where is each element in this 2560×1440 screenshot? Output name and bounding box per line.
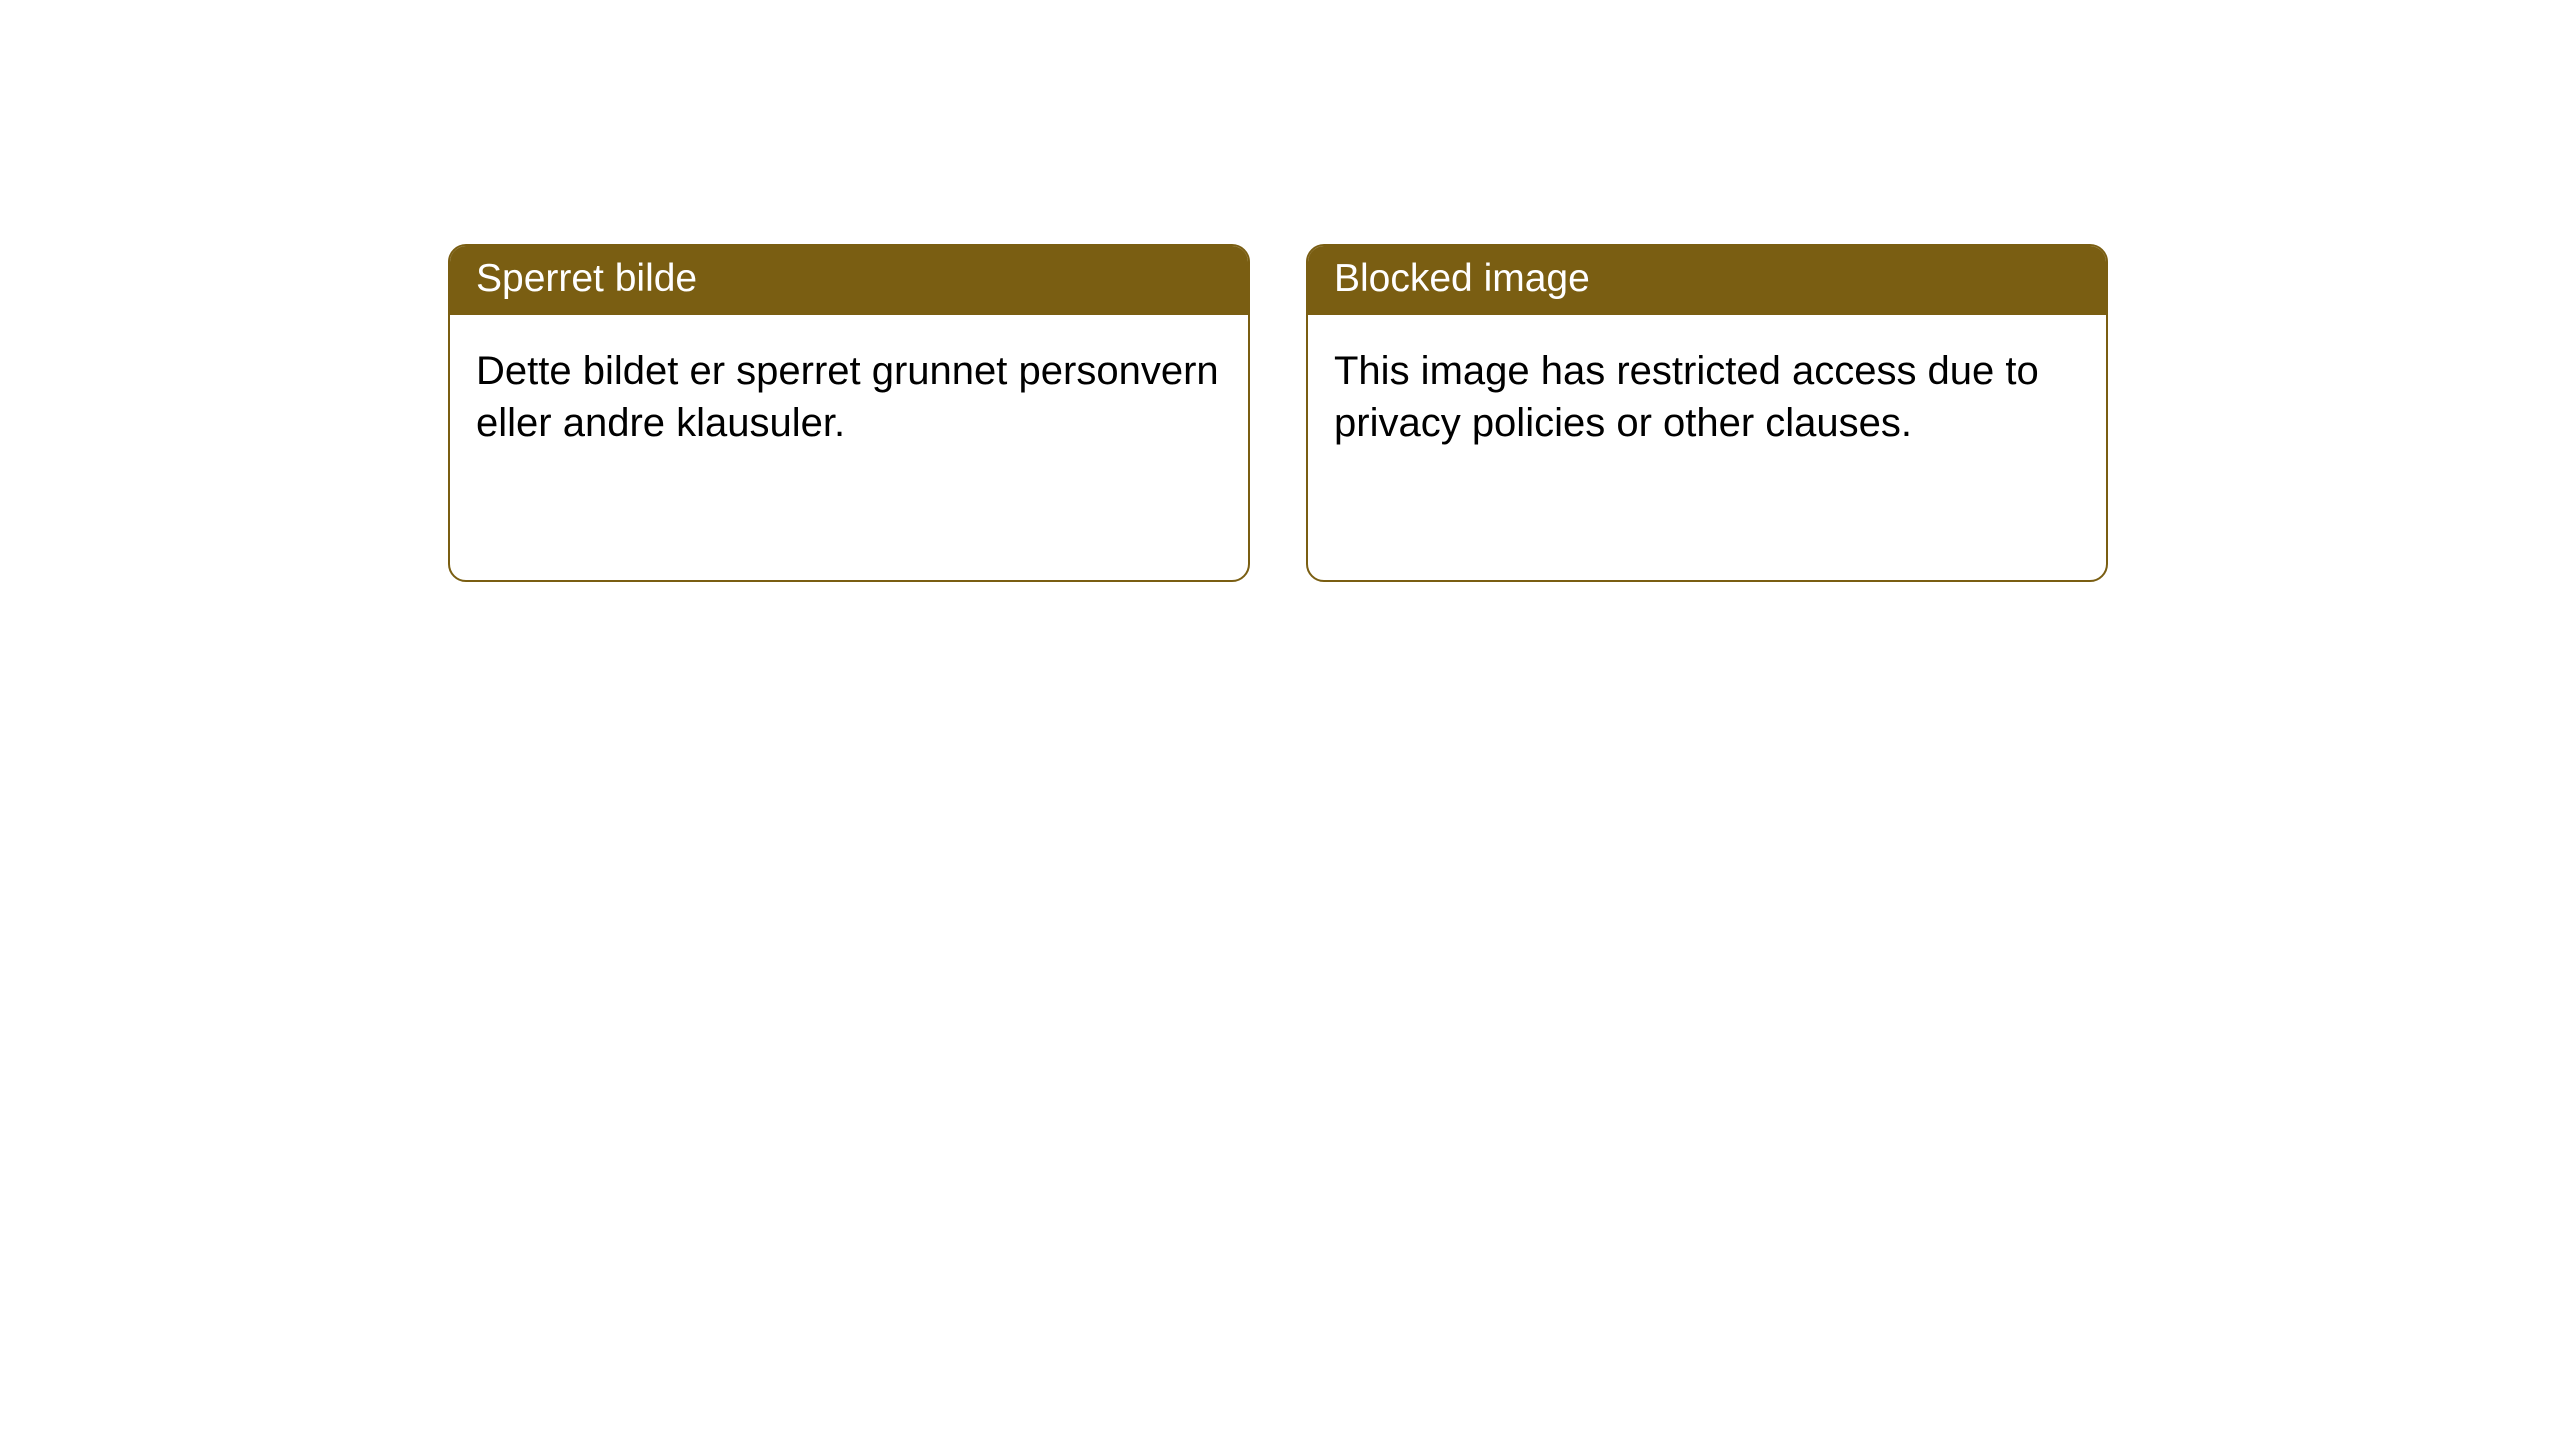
card-header-norwegian: Sperret bilde bbox=[450, 246, 1248, 315]
card-title: Blocked image bbox=[1334, 257, 1590, 300]
info-cards-container: Sperret bilde Dette bildet er sperret gr… bbox=[0, 0, 2560, 582]
card-title: Sperret bilde bbox=[476, 257, 697, 300]
card-body-english: This image has restricted access due to … bbox=[1308, 315, 2106, 479]
card-body-norwegian: Dette bildet er sperret grunnet personve… bbox=[450, 315, 1248, 479]
card-header-english: Blocked image bbox=[1308, 246, 2106, 315]
info-card-norwegian: Sperret bilde Dette bildet er sperret gr… bbox=[448, 244, 1250, 582]
info-card-english: Blocked image This image has restricted … bbox=[1306, 244, 2108, 582]
card-body-text: Dette bildet er sperret grunnet personve… bbox=[476, 349, 1219, 445]
card-body-text: This image has restricted access due to … bbox=[1334, 349, 2039, 445]
